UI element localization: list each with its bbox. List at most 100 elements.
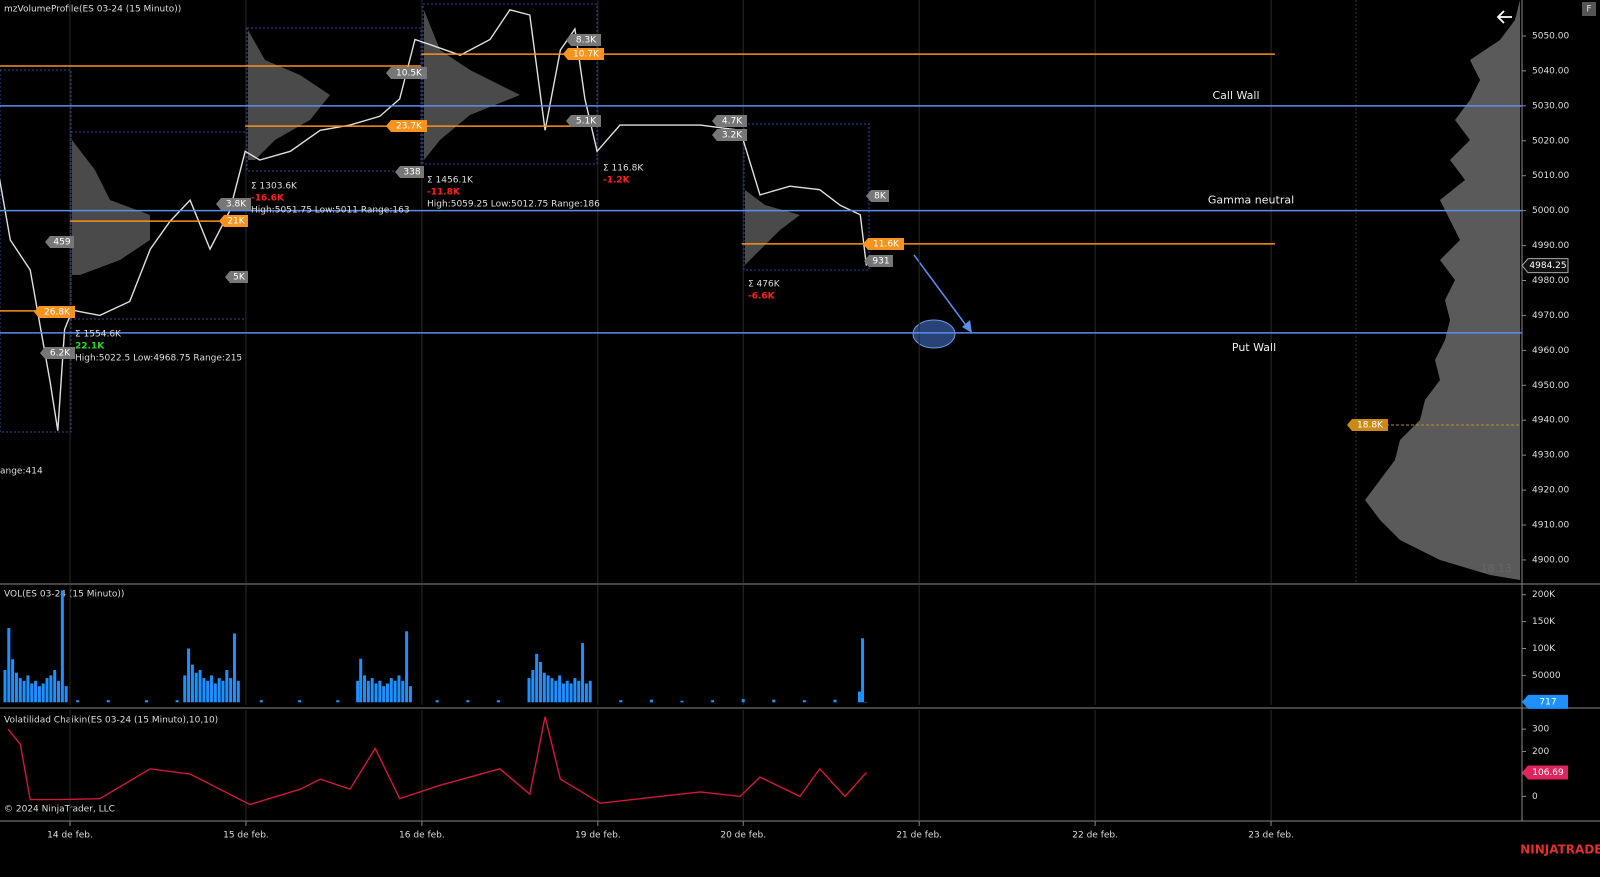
volume-bar (561, 683, 565, 703)
session-range: High:5051.75 Low:5011 Range:163 (251, 206, 410, 216)
last-value-box (1522, 765, 1568, 780)
y-tick-label: 4960.00 (1532, 346, 1569, 356)
volume-bar (26, 675, 30, 703)
tag-box (866, 190, 889, 202)
session-delta: -16.6K (251, 194, 285, 204)
tag-box (216, 198, 251, 210)
y-tick-label: 4950.00 (1532, 381, 1569, 391)
volume-bar (213, 683, 217, 703)
pane-title: Volatilidad Chaikin(ES 03-24 (15 Minuto)… (4, 716, 218, 726)
tag-label: 21K (227, 217, 245, 227)
level-label: Call Wall (1212, 89, 1259, 102)
volume-bar (619, 700, 623, 703)
volume-bar (359, 658, 363, 703)
tag-box (386, 67, 427, 79)
session-volume: Σ 1554.6K (75, 330, 122, 340)
volume-bar (535, 653, 539, 703)
volume-bar (57, 680, 61, 703)
volume-bar (802, 700, 806, 703)
volume-bar (584, 683, 588, 703)
volume-bar (22, 680, 26, 703)
y-tick-label: 5010.00 (1532, 171, 1569, 181)
volume-bar (569, 683, 573, 703)
tag-box (566, 115, 601, 127)
y-tick-label: 0 (1532, 792, 1538, 802)
volume-bar (49, 675, 53, 703)
volume-bar (741, 699, 745, 703)
y-tick-label: 5030.00 (1532, 101, 1569, 111)
y-tick-label: 5050.00 (1532, 31, 1569, 41)
volume-bar (106, 700, 110, 703)
volume-bar (198, 670, 202, 703)
x-tick-label: 23 de feb. (1248, 831, 1294, 841)
tag-box (1347, 419, 1388, 431)
volume-bar (232, 633, 236, 703)
volume-bar (217, 678, 221, 703)
volume-bar (527, 678, 531, 703)
session-volume: Σ 116.8K (603, 164, 644, 174)
x-tick-label: 16 de feb. (399, 831, 445, 841)
x-tick-label: 21 de feb. (896, 831, 942, 841)
volume-bar (581, 643, 585, 703)
volume-bar (550, 678, 554, 703)
last-value-label: 717 (1539, 697, 1556, 707)
volume-bar (194, 672, 198, 703)
x-tick-label: 14 de feb. (47, 831, 93, 841)
volume-bar (389, 678, 393, 703)
tag-box (225, 271, 248, 283)
series-line (7, 716, 867, 806)
arrow (913, 254, 969, 329)
tag-label: 10.7K (573, 50, 600, 60)
y-tick-label: 50000 (1532, 671, 1561, 681)
corner-button[interactable] (1582, 2, 1596, 16)
volume-bar (711, 700, 715, 703)
last-value-label: 106.69 (1532, 768, 1564, 778)
volume-bar (401, 680, 405, 703)
x-tick-label: 20 de feb. (720, 831, 766, 841)
tag-label: 3.2K (722, 131, 743, 141)
pane-title: VOL(ES 03-24 (15 Minuto)) (4, 590, 124, 600)
volume-bar (366, 680, 370, 703)
tag-label: 8K (874, 192, 887, 202)
x-tick-label: 15 de feb. (223, 831, 269, 841)
x-tick-label: 19 de feb. (575, 831, 621, 841)
volume-bar (554, 680, 558, 703)
volume-bar (356, 680, 360, 703)
back-arrow[interactable] (1496, 10, 1512, 24)
volume-bar (531, 670, 535, 703)
volume-bar (370, 678, 374, 703)
tag-label: 338 (403, 168, 420, 178)
volume-bar (833, 699, 837, 703)
volume-bar (577, 680, 581, 703)
volume-profile (1365, 0, 1520, 580)
volume-bar (175, 700, 179, 703)
volume-bar (221, 680, 225, 703)
tag-label: 3.8K (226, 200, 247, 210)
y-tick-label: 300 (1532, 725, 1549, 735)
volume-bar (225, 670, 229, 703)
volume-bar (76, 700, 80, 703)
copyright: © 2024 NinjaTrader, LLC (4, 805, 115, 815)
tag-box (712, 129, 747, 141)
tag-box (34, 306, 75, 318)
corner-button-label[interactable]: F (1586, 5, 1591, 15)
tag-box (40, 347, 75, 359)
tag-box (566, 34, 601, 46)
volume-bar (259, 700, 263, 703)
volume-bar (14, 672, 18, 703)
session-volume: Σ 1303.6K (251, 182, 298, 192)
tag-label: 5K (233, 273, 246, 283)
volume-bar (7, 628, 11, 703)
volume-bar (408, 686, 412, 703)
tag-label: 931 (872, 257, 889, 267)
tag-box (219, 215, 248, 227)
level-label: Gamma neutral (1208, 194, 1294, 207)
volume-bar (202, 678, 206, 703)
y-tick-label: 200 (1532, 747, 1549, 757)
volume-bar (41, 683, 45, 703)
y-tick-label: 5000.00 (1532, 206, 1569, 216)
volume-bar (393, 680, 397, 703)
volume-bar (145, 700, 149, 703)
y-tick-label: 4910.00 (1532, 521, 1569, 531)
session-profile (72, 140, 150, 275)
